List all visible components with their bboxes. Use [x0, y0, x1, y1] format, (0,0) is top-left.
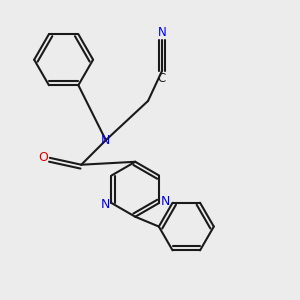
Text: N: N — [160, 194, 170, 208]
Text: N: N — [101, 199, 110, 212]
Text: C: C — [158, 73, 166, 85]
Text: O: O — [38, 152, 48, 164]
Text: N: N — [101, 134, 110, 147]
Text: N: N — [158, 26, 166, 39]
